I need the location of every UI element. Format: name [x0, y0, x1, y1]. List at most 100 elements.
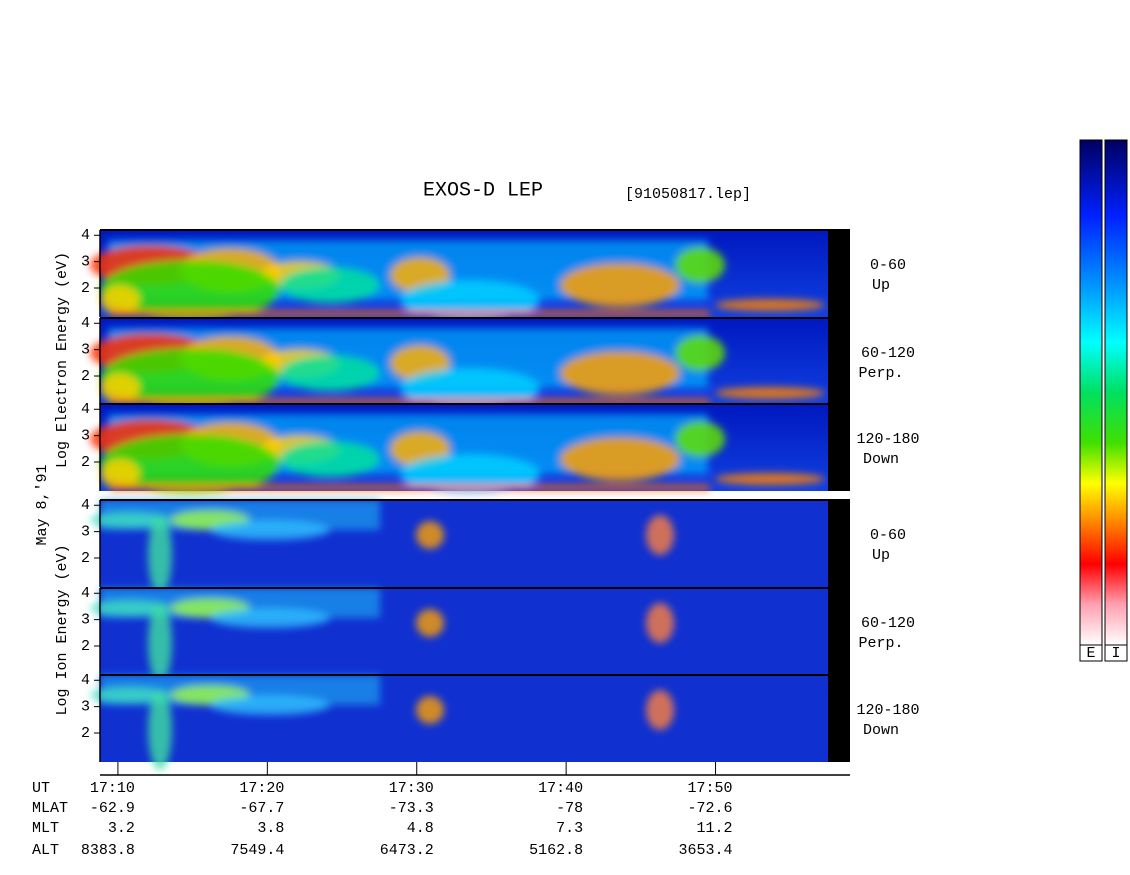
- orbit-value: 7549.4: [230, 842, 284, 859]
- orbit-value: 3653.4: [679, 842, 733, 859]
- spectrogram-blob: [90, 687, 170, 703]
- spectrogram: [90, 675, 674, 770]
- panel-direction: Up: [872, 547, 890, 564]
- y-tick-label: 2: [81, 454, 90, 471]
- x-tick-label: 17:20: [239, 780, 284, 797]
- colorbar-box: [1104, 644, 1128, 662]
- y-tick-label: 4: [81, 585, 90, 602]
- spectrogram-blob: [416, 609, 444, 637]
- orbit-value: 11.2: [697, 820, 733, 837]
- spectrogram-blob: [148, 515, 172, 595]
- panel-direction: Down: [863, 451, 899, 468]
- orbit-row-label: UT: [32, 780, 50, 797]
- colorbar-label: E: [1086, 645, 1095, 662]
- spectrogram-blob: [90, 600, 170, 616]
- spectrogram-blob: [148, 603, 172, 683]
- orbit-value: 3.2: [108, 820, 135, 837]
- spectrogram-blob: [675, 335, 725, 371]
- chart-title: EXOS-D LEP: [423, 179, 543, 202]
- colorbar: [1079, 139, 1103, 646]
- spectrogram-band: [110, 311, 710, 316]
- y-axis-label: Log Ion Energy (eV): [54, 544, 71, 715]
- panel-direction: Up: [872, 277, 890, 294]
- y-tick-label: 4: [81, 401, 90, 418]
- y-tick-label: 4: [81, 497, 90, 514]
- spectrogram-blob: [400, 368, 540, 408]
- spectrogram-blob: [100, 348, 280, 408]
- panel-direction: Perp.: [858, 365, 903, 382]
- spectrogram-blob: [646, 690, 674, 730]
- spectrogram-blob: [280, 267, 380, 303]
- panel-pitch: 60-120: [861, 615, 915, 632]
- orbit-value: 5162.8: [529, 842, 583, 859]
- orbit-value: -73.3: [389, 800, 434, 817]
- orbit-value: -62.9: [90, 800, 135, 817]
- spectrogram: [90, 240, 825, 320]
- x-tick-label: 17:40: [538, 780, 583, 797]
- data-gap: [828, 404, 850, 491]
- y-tick-label: 2: [81, 280, 90, 297]
- spectrogram: [90, 328, 825, 408]
- spectrogram-blob: [675, 421, 725, 457]
- data-gap: [828, 675, 850, 762]
- spectrogram-blob: [560, 437, 680, 481]
- spectrogram-blob: [560, 263, 680, 307]
- x-tick-label: 17:10: [90, 780, 135, 797]
- spectrogram-blob: [715, 473, 825, 485]
- spectrogram-blob: [280, 441, 380, 477]
- y-tick-label: 3: [81, 612, 90, 629]
- y-tick-label: 2: [81, 368, 90, 385]
- panel-direction: Perp.: [858, 635, 903, 652]
- spectrogram-band: [110, 399, 710, 404]
- colorbar: [1104, 139, 1128, 646]
- spectrogram-blob: [416, 696, 444, 724]
- date-label: May 8,'91: [34, 464, 51, 545]
- spectrogram: [90, 500, 674, 595]
- data-gap: [828, 588, 850, 675]
- orbit-value: 6473.2: [380, 842, 434, 859]
- data-gap: [828, 500, 850, 587]
- spectrogram-blob: [675, 247, 725, 283]
- y-tick-label: 2: [81, 638, 90, 655]
- spectrogram-blob: [560, 351, 680, 395]
- spectrogram-blob: [90, 512, 170, 528]
- orbit-value: -78: [556, 800, 583, 817]
- x-tick-label: 17:50: [688, 780, 733, 797]
- spectrogram-blob: [148, 690, 172, 770]
- spectrogram-blob: [646, 515, 674, 555]
- data-gap: [828, 318, 850, 405]
- spectrogram-blob: [100, 285, 140, 315]
- orbit-value: 4.8: [407, 820, 434, 837]
- orbit-row-label: ALT: [32, 842, 59, 859]
- spectrogram-blob: [210, 695, 330, 715]
- orbit-row-label: MLAT: [32, 800, 68, 817]
- y-tick-label: 3: [81, 254, 90, 271]
- panel-pitch: 0-60: [870, 527, 906, 544]
- panel-pitch: 120-180: [856, 431, 919, 448]
- spectrogram-blob: [646, 603, 674, 643]
- panel-direction: Down: [863, 722, 899, 739]
- spectrogram-blob: [100, 459, 140, 489]
- spectrogram-blob: [416, 521, 444, 549]
- data-gap: [828, 230, 850, 317]
- orbit-row-label: MLT: [32, 820, 59, 837]
- spectrogram-blob: [400, 280, 540, 320]
- x-tick-label: 17:30: [389, 780, 434, 797]
- orbit-value: 3.8: [257, 820, 284, 837]
- y-tick-label: 3: [81, 699, 90, 716]
- spectrogram-blob: [100, 373, 140, 403]
- spectrogram-blob: [280, 355, 380, 391]
- spectrogram-blob: [210, 608, 330, 628]
- colorbar-label: I: [1111, 645, 1120, 662]
- panel-pitch: 60-120: [861, 345, 915, 362]
- y-tick-label: 4: [81, 227, 90, 244]
- y-tick-label: 4: [81, 315, 90, 332]
- y-tick-label: 4: [81, 672, 90, 689]
- spectrogram-blob: [100, 260, 280, 320]
- subtitle: [91050817.lep]: [625, 186, 751, 203]
- y-tick-label: 2: [81, 550, 90, 567]
- spectrogram-blob: [715, 299, 825, 311]
- panel-pitch: 120-180: [856, 702, 919, 719]
- y-tick-label: 3: [81, 524, 90, 541]
- panel-pitch: 0-60: [870, 257, 906, 274]
